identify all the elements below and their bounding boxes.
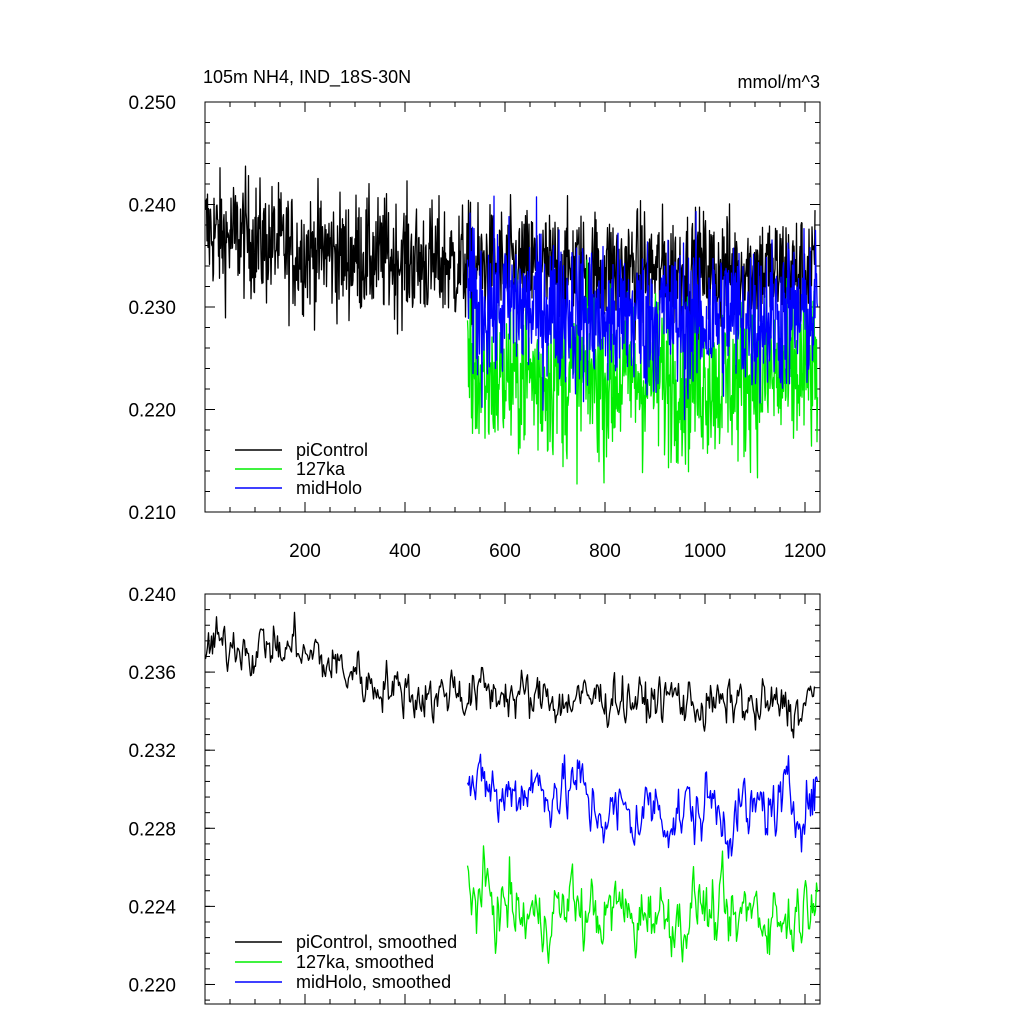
y-tick-label: 0.228 (128, 819, 176, 840)
series-line-midholo (466, 195, 819, 421)
top-title: 105m NH4, IND_18S-30N (203, 67, 411, 88)
x-tick-label: 400 (389, 541, 421, 562)
series-line-picontrol-smoothed (204, 611, 816, 739)
y-tick-label: 0.230 (128, 298, 176, 319)
y-tick-label: 0.236 (128, 663, 176, 684)
top-plot-area (204, 165, 819, 485)
bottom-panel: 0.220 0.224 0.228 0.232 0.236 0.240 piControl… (128, 585, 821, 1005)
y-tick-label: 0.240 (128, 585, 176, 606)
x-tick-label: 800 (589, 541, 621, 562)
top-plot-frame (204, 101, 821, 513)
x-tick-label: 200 (289, 541, 321, 562)
x-tick-label: 1200 (784, 541, 826, 562)
y-tick-label: 0.220 (128, 975, 176, 996)
legend-label: midHolo (296, 478, 362, 498)
legend-label: 127ka, smoothed (296, 952, 434, 972)
y-tick-label: 0.220 (128, 401, 176, 422)
y-tick-label: 0.240 (128, 196, 176, 217)
legend-label: midHolo, smoothed (296, 972, 451, 992)
bottom-plot-frame (204, 593, 821, 1005)
units-label: mmol/m^3 (738, 72, 820, 92)
top-panel: 105m NH4, IND_18S-30N mmol/m^3 0.210 0.22… (128, 67, 826, 562)
y-tick-label: 0.224 (128, 897, 176, 918)
top-axis-ticks: 0.210 0.220 0.230 0.240 0.250 200 400 600 800 100… (128, 93, 826, 562)
legend-label: 127ka (296, 459, 346, 479)
x-tick-label: 1000 (684, 541, 726, 562)
legend-label: piControl (296, 440, 368, 460)
y-tick-label: 0.210 (128, 503, 176, 524)
series-line-127ka-smoothed (466, 845, 819, 964)
series-line-midholo-smoothed (466, 753, 819, 859)
x-tick-label: 600 (489, 541, 521, 562)
bottom-plot-area (204, 611, 819, 964)
y-tick-label: 0.250 (128, 93, 176, 114)
bottom-axis-ticks: 0.220 0.224 0.228 0.232 0.236 0.240 (128, 585, 820, 1004)
y-tick-label: 0.232 (128, 741, 176, 762)
legend-label: piControl, smoothed (296, 932, 457, 952)
